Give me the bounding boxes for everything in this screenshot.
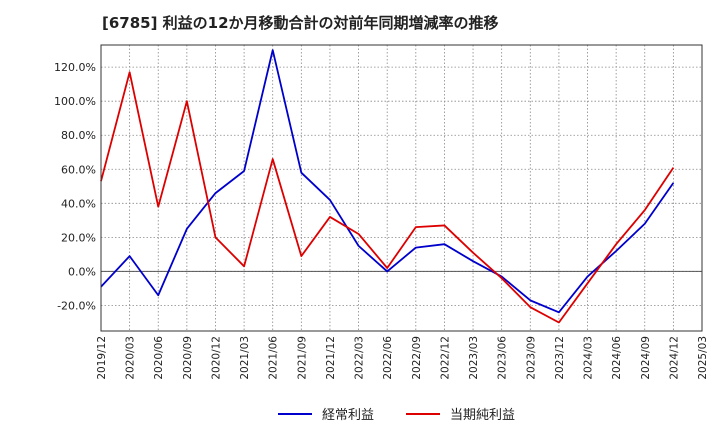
series-line-0	[100, 49, 675, 314]
y-tick-label: 20.0%	[61, 231, 96, 244]
legend-swatch-junri	[406, 412, 440, 415]
y-tick-label: 0.0%	[68, 265, 96, 278]
x-tick-label: 2020/06	[153, 336, 165, 380]
x-tick-label: 2022/09	[411, 336, 423, 380]
x-tick-label: 2021/09	[296, 336, 308, 380]
legend-swatch-keijo	[278, 412, 312, 415]
x-tick-label: 2024/12	[668, 336, 680, 380]
y-tick-label: -20.0%	[57, 299, 96, 312]
y-tick-label: 120.0%	[54, 61, 96, 74]
x-tick-label: 2022/12	[439, 336, 451, 380]
x-tick-label: 2023/12	[554, 336, 566, 380]
legend-label-keijo: 経常利益	[322, 408, 375, 423]
x-tick-label: 2021/03	[239, 336, 251, 380]
legend-item-keijo: 経常利益	[278, 404, 374, 423]
x-tick-label: 2023/09	[525, 336, 537, 380]
x-tick-labels: 2019/12 2020/03 2020/06 2020/09 2020/12 2021/…	[96, 336, 709, 380]
y-tick-label: 60.0%	[61, 163, 96, 176]
x-tick-label: 2025/03	[697, 336, 709, 380]
x-tick-label: 2020/03	[125, 336, 137, 380]
x-tick-label: 2020/09	[182, 336, 194, 380]
legend-item-junri: 当期純利益	[406, 404, 515, 423]
y-tick-label: 80.0%	[61, 129, 96, 142]
x-tick-label: 2022/06	[382, 336, 394, 380]
x-tick-label: 2023/06	[497, 336, 509, 380]
x-tick-label: 2024/06	[611, 336, 623, 380]
x-tick-label: 2021/06	[268, 336, 280, 380]
y-tick-label: 100.0%	[54, 95, 96, 108]
legend: 経常利益 当期純利益	[0, 404, 720, 424]
grid	[100, 45, 703, 331]
y-tick-label: 40.0%	[61, 197, 96, 210]
plot-frame	[100, 44, 703, 332]
x-tick-label: 2022/03	[354, 336, 366, 380]
y-tick-labels: -20.0% 0.0% 20.0% 40.0% 60.0% 80.0% 100.0% 120.…	[54, 61, 96, 312]
x-tick-label: 2024/03	[583, 336, 595, 380]
legend-label-junri: 当期純利益	[450, 408, 516, 423]
x-tick-label: 2021/12	[325, 336, 337, 380]
x-tick-label: 2024/09	[640, 336, 652, 380]
series-group	[100, 49, 675, 324]
x-tick-label: 2019/12	[96, 336, 108, 380]
x-tick-label: 2023/03	[468, 336, 480, 380]
series-line-1	[100, 71, 675, 324]
chart-title: [6785] 利益の12か月移動合計の対前年同期増減率の推移	[102, 14, 499, 32]
x-tick-label: 2020/12	[210, 336, 222, 380]
